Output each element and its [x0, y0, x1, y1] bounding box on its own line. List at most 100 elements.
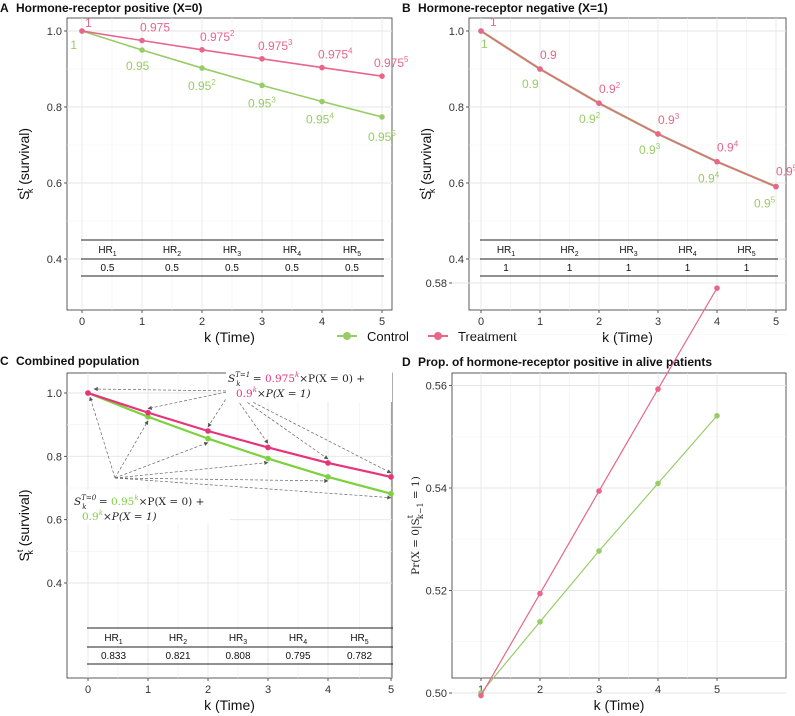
c-formula-treatment-line2: 0.9k×P(X = 1) [236, 386, 311, 400]
a-treatment-point [199, 46, 205, 53]
d-ytick-label: 0.56 [426, 381, 447, 393]
b-xtick-label: 2 [596, 316, 602, 328]
panel-a-label: A [0, 1, 9, 15]
c-formula-control-exp2: k [99, 509, 103, 517]
c-ytick-label: 1.0 [47, 388, 62, 400]
b-control-data-label-base: 0.9 [698, 172, 715, 186]
legend-treatment-marker [434, 332, 442, 340]
b-hr-value: 1 [744, 263, 750, 274]
a-treatment-data-label: 1 [85, 16, 92, 30]
a-control-data-label-base: 0.95 [188, 79, 212, 93]
a-control-data-label-base: 0.95 [368, 130, 392, 144]
c-formula-control-lhs: S [74, 496, 81, 508]
c-formula-treatment-sub: k [236, 380, 240, 388]
b-treatment-data-label-exp: 2 [616, 81, 621, 90]
a-xlabel: k (Time) [204, 329, 255, 345]
panel-c-title: Combined population [16, 354, 139, 368]
a-ytick-label: 0.4 [47, 254, 62, 266]
d-control-point [596, 548, 602, 554]
panel-a-plot: 0.4 0.6 0.8 1.0 0 1 2 3 4 5 k (Time) Stk (survival)… [15, 16, 409, 345]
c-control-arrow [114, 477, 329, 483]
a-control-data-label-base: 0.95 [306, 112, 330, 126]
c-hr-value: 0.808 [225, 651, 250, 662]
d-xtick-label: 5 [714, 684, 720, 696]
d-control-point [655, 480, 661, 487]
a-control-data-label-exp: 3 [271, 95, 276, 104]
b-treatment-data-label-base: 0.9 [658, 113, 675, 127]
a-ylabel-sub: k [25, 188, 35, 193]
b-treatment-data-label: 0.93 [658, 112, 680, 127]
d-treatment-point [596, 488, 602, 494]
a-control-data-label-base: 0.95 [126, 59, 150, 73]
d-treatment-point [655, 386, 661, 392]
c-hr-value: 0.795 [285, 651, 310, 662]
c-ylabel-sub: k [25, 550, 35, 555]
b-ytick-label: 0.4 [449, 254, 464, 266]
panel-d-label: D [402, 355, 411, 369]
a-control-point [259, 82, 265, 89]
a-ylabel-sup: t [15, 188, 25, 191]
c-formula-control-rest2: ×P(X = 1) [103, 511, 157, 523]
b-control-data-label-exp: 2 [596, 111, 601, 120]
a-control-data-label: 0.954 [306, 111, 334, 126]
a-hr-value: 0.5 [345, 263, 359, 274]
a-control-data-label: 0.953 [248, 95, 276, 110]
b-treatment-data-label-base: 0.9 [776, 165, 793, 179]
legend-control-marker [343, 332, 351, 340]
a-ylabel-suffix: (survival) [16, 128, 32, 189]
c-control-line [87, 391, 392, 495]
b-control-data-label-exp: 3 [656, 142, 661, 151]
d-control-point [714, 412, 720, 419]
c-formula-control-sup: T=0 [81, 494, 97, 502]
c-hr-header: HR3 [229, 633, 247, 646]
b-treatment-data-label: 0.9 [540, 48, 557, 62]
b-treatment-data-label: 0.94 [717, 140, 739, 155]
c-control-point [325, 474, 331, 480]
a-treatment-data-label-exp: 5 [404, 55, 409, 64]
a-control-data-label-base: 0.95 [248, 96, 272, 110]
b-ylabel-main: S [418, 191, 434, 200]
c-hr-value: 0.833 [101, 651, 126, 662]
a-control-line [81, 30, 383, 118]
a-hr-value: 0.5 [225, 263, 239, 274]
a-hr-header: HR3 [223, 245, 241, 258]
a-xtick-label: 1 [139, 316, 145, 328]
b-hr-header-sub: 4 [693, 251, 697, 258]
b-ylabel: Stk (survival) [417, 128, 437, 200]
c-formula-treatment-rest2: ×P(X = 1) [257, 388, 311, 400]
c-treatment-point [145, 409, 151, 416]
a-hr-header-sub: 4 [297, 251, 301, 258]
c-ylabel-suffix: (survival) [16, 489, 32, 550]
legend-treatment-label: Treatment [458, 329, 517, 344]
c-hr-header-sub: 5 [365, 639, 369, 646]
c-treatment-arrow [147, 390, 232, 410]
b-control-data-label: 0.95 [754, 196, 776, 211]
c-control-point [388, 490, 394, 497]
b-hr-header-sub: 3 [634, 251, 638, 258]
b-hr-header-base: HR [560, 245, 574, 256]
b-frame [468, 17, 787, 311]
c-formula-treatment-base2: 0.9 [236, 388, 253, 400]
c-formula-treatment-exp2: k [253, 386, 257, 394]
c-treatment-point [388, 474, 394, 480]
d-ylabel-sup: t [406, 514, 415, 518]
b-treatment-point [596, 100, 602, 106]
d-ylabel-main: Pr(X = 0|S [410, 518, 423, 575]
a-treatment-data-label-base: 0.975 [258, 39, 288, 53]
a-ytick-label: 0.6 [47, 178, 62, 190]
c-hr-header: HR2 [169, 633, 187, 646]
a-treatment-data-label-exp: 4 [348, 47, 353, 56]
c-formula-control-sub: k [82, 503, 86, 511]
b-treatment-point [655, 131, 661, 137]
b-treatment-point [773, 183, 779, 190]
b-treatment-line [480, 30, 777, 188]
c-formula-control-rest1: ×P(X = 0) + [139, 496, 205, 508]
c-hr-header-base: HR [350, 633, 364, 644]
a-xtick-label: 3 [259, 316, 265, 328]
b-control-data-label-base: 0.9 [579, 112, 596, 126]
b-treatment-data-label-base: 0.9 [717, 141, 734, 155]
a-control-point [139, 47, 145, 53]
a-control-data-label: 1 [70, 38, 77, 52]
c-formula-treatment-exp1: k [295, 371, 299, 379]
a-control-data-label: 0.955 [368, 129, 396, 144]
